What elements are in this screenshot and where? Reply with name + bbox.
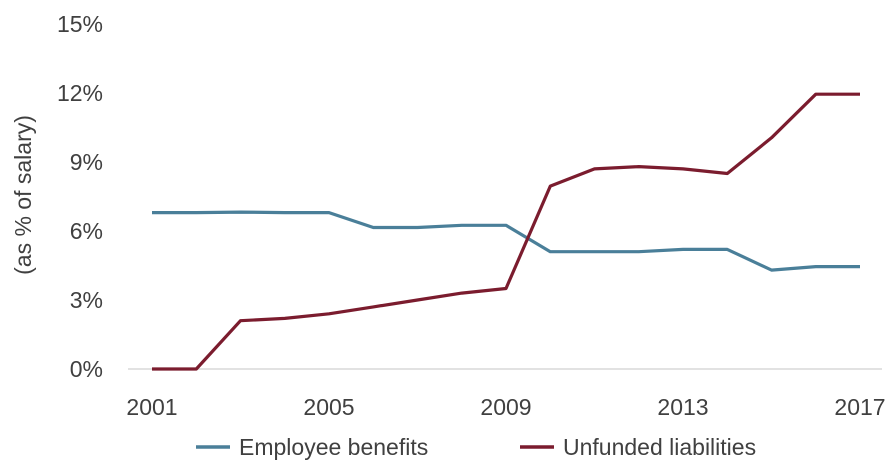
y-axis-ticks: 0% 3% 6% 9% 12% 15% [57,11,103,382]
y-tick-label: 3% [70,287,103,313]
y-tick-label: 0% [70,356,103,382]
x-tick-label: 2001 [126,394,177,420]
x-axis-ticks: 2001 2005 2009 2013 2017 [126,394,885,420]
y-axis-label: (as % of salary) [10,115,36,275]
x-tick-label: 2013 [657,394,708,420]
y-tick-label: 15% [57,11,103,37]
legend-label: Unfunded liabilities [563,434,756,460]
series-layer [151,92,861,371]
y-tick-label: 9% [70,149,103,175]
x-tick-label: 2005 [303,394,354,420]
y-tick-label: 6% [70,218,103,244]
y-tick-label: 12% [57,80,103,106]
legend: Employee benefits Unfunded liabilities [196,434,756,460]
x-tick-label: 2009 [480,394,531,420]
series-line-unfunded-liabilities [152,92,860,371]
legend-label: Employee benefits [239,434,428,460]
x-tick-label: 2017 [834,394,885,420]
series-line-employee-benefits [152,210,860,272]
